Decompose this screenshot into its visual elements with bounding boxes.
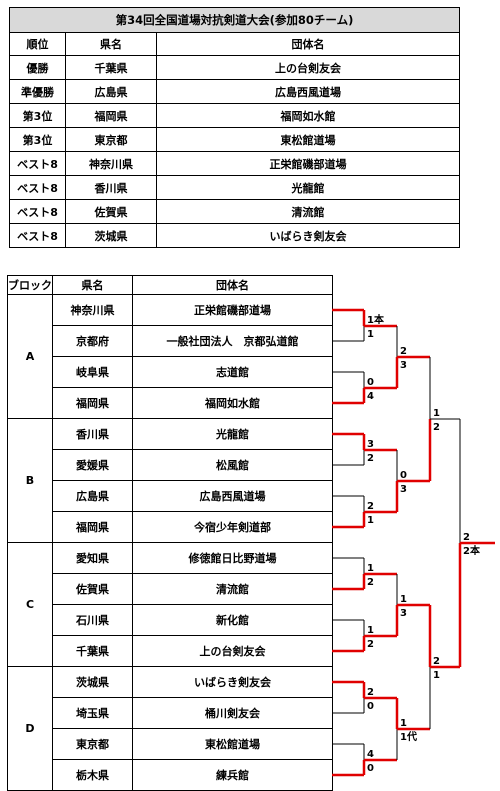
score-label: 1本 [367,313,385,326]
team-cell: 一般社団法人 京都弘道館 [132,325,333,357]
score-label: 2 [463,532,470,543]
score-label: 1 [367,625,374,636]
score-label: 1 [400,718,407,729]
prefecture-cell: 神奈川県 [65,151,157,176]
rank-cell: ベスト8 [9,223,66,248]
header-prefecture: 県名 [65,32,157,56]
rank-cell: ベスト8 [9,151,66,176]
prefecture-cell: 石川県 [52,604,133,636]
team-cell: 上の台剣友会 [155,55,461,80]
team-cell: 今宿少年剣道部 [132,511,333,543]
score-label: 2 [367,501,374,512]
results-row: 準優勝 広島県 広島西風道場 [9,79,461,104]
prefecture-cell: 栃木県 [52,759,133,791]
header-block: ブロック [7,275,53,295]
team-cell: 広島西風道場 [155,79,461,104]
score-label: 0 [367,377,374,388]
team-cell: 東松館道場 [132,728,333,760]
score-label: 2本 [463,544,481,557]
bracket-row: 栃木県 練兵館 [8,759,333,791]
prefecture-cell: 愛知県 [52,542,133,574]
team-cell: 桶川剣友会 [132,697,333,729]
prefecture-cell: 佐賀県 [52,573,133,605]
score-label: 4 [367,749,374,760]
team-cell: 清流館 [132,573,333,605]
score-label: 3 [400,360,407,371]
score-label: 0 [367,763,374,774]
results-row: 第3位 東京都 東松館道場 [9,127,461,152]
score-label: 2 [367,639,374,650]
score-label: 2 [367,453,374,464]
header-team: 団体名 [132,275,333,295]
rank-cell: ベスト8 [9,199,66,224]
score-label: 3 [367,439,374,450]
bracket-row: 埼玉県 桶川剣友会 [8,697,333,729]
score-label: 1 [433,408,440,419]
bracket-header-row: ブロック 県名 団体名 [7,275,333,295]
results-row: 第3位 福岡県 福岡如水館 [9,103,461,128]
prefecture-cell: 茨城県 [52,666,133,698]
score-label: 2 [367,577,374,588]
score-label: 1代 [400,730,417,743]
prefecture-cell: 埼玉県 [52,697,133,729]
score-label: 1 [367,329,374,340]
score-label: 2 [433,656,440,667]
block-label: C [7,542,53,667]
score-label: 2 [433,422,440,433]
prefecture-cell: 千葉県 [65,55,157,80]
prefecture-cell: 香川県 [52,418,133,450]
score-label: 4 [367,391,374,402]
rank-cell: 第3位 [9,103,66,128]
results-title: 第34回全国道場対抗剣道大会(参加80チーム) [8,7,461,33]
score-label: 1 [367,515,374,526]
team-cell: いばらき剣友会 [155,223,461,248]
team-cell: 東松館道場 [155,127,461,152]
bracket-row: D 茨城県 いばらき剣友会 [7,666,333,791]
rank-cell: ベスト8 [9,175,66,200]
team-cell: 福岡如水館 [155,103,461,128]
bracket-row: 東京都 東松館道場 [8,728,333,760]
score-label: 1 [400,594,407,605]
results-row: ベスト8 香川県 光龍館 [9,175,461,200]
prefecture-cell: 茨城県 [65,223,157,248]
prefecture-cell: 広島県 [65,79,157,104]
prefecture-cell: 福岡県 [65,103,157,128]
score-label: 3 [400,608,407,619]
team-cell: 光龍館 [132,418,333,450]
score-label: 2 [367,687,374,698]
rank-cell: 優勝 [9,55,66,80]
score-label: 3 [400,484,407,495]
prefecture-cell: 福岡県 [52,511,133,543]
results-row: ベスト8 茨城県 いばらき剣友会 [9,223,461,248]
results-row: 優勝 千葉県 上の台剣友会 [9,55,461,80]
bracket-row: 福岡県 今宿少年剣道部 [8,511,333,543]
team-cell: 練兵館 [132,759,333,791]
prefecture-cell: 福岡県 [52,387,133,419]
score-label: 1 [433,670,440,681]
bracket-row: B 香川県 光龍館 [7,418,333,543]
score-label: 0 [400,470,407,481]
score-label: 0 [367,701,374,712]
team-cell: 光龍館 [155,175,461,200]
bracket-row: 京都府 一般社団法人 京都弘道館 [8,325,333,357]
score-label: 2 [400,346,407,357]
team-cell: 正栄館磯部道場 [132,294,333,326]
prefecture-cell: 愛媛県 [52,449,133,481]
bracket-row: 愛媛県 松風館 [8,449,333,481]
bracket-table: ブロック 県名 団体名 A 神奈川県 正栄館磯部道場 京都府 一般社団法人 京都弘道館… [7,275,333,791]
bracket-row: C 愛知県 修徳館日比野道場 [7,542,333,667]
score-label: 1 [367,563,374,574]
bracket-row: 佐賀県 清流館 [8,573,333,605]
results-table: 第34回全国道場対抗剣道大会(参加80チーム) 順位 県名 団体名 優勝 千葉県上… [8,7,461,248]
bracket-row: 石川県 新化館 [8,604,333,636]
header-rank: 順位 [9,32,66,56]
team-cell: いばらき剣友会 [132,666,333,698]
block-label: B [7,418,53,543]
